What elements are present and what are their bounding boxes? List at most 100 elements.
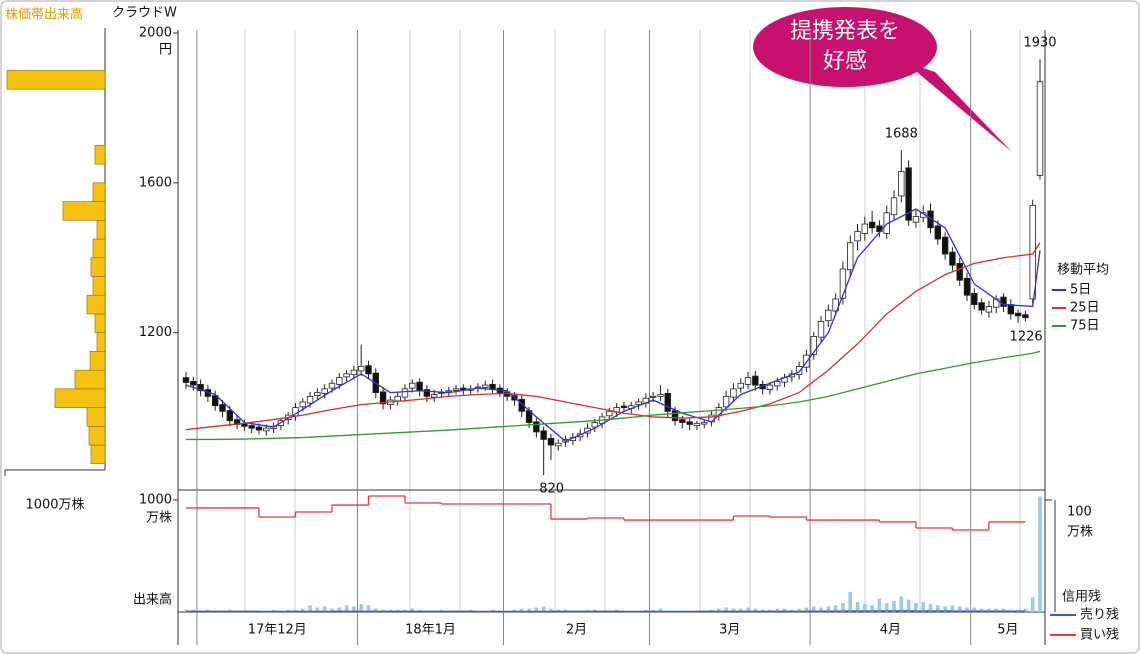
histogram-bar [94,313,106,333]
chart-title: クラウドW [112,6,177,21]
candle-body [248,425,255,429]
candle-body [263,427,270,432]
histogram-bar [92,276,106,296]
volume-bar [359,604,363,612]
volume-bar [1023,608,1028,612]
volume-bar [724,607,728,612]
candle-body [810,336,817,355]
candle-body [460,387,467,391]
volume-bar [870,605,874,612]
candle-body [825,309,832,322]
candle-body [445,390,452,393]
ma-legend-title: 移動平均 [1057,263,1109,278]
candle-body [547,437,555,446]
candle-body [949,251,956,266]
annotation: 1688 [885,126,918,141]
volume-bar [366,605,371,612]
volume-bar [1038,496,1042,612]
volume-bar [804,607,809,612]
candle-body [635,401,642,405]
volume-title: 出来高 [133,592,172,608]
ma-line [185,242,1041,431]
candle-body [482,384,489,388]
histogram-bar [96,219,106,240]
volume-unit: 万株 [1067,525,1093,540]
candle-body [379,391,387,405]
candle-body [657,394,664,397]
volume-bar [833,605,838,612]
histogram-bar [94,145,106,165]
candle-body [693,422,701,426]
volume-bar [373,608,378,612]
decor-grid [244,30,1021,612]
candle-body [518,398,525,412]
x-tick-label: 18年1月 [405,623,456,638]
volume-bar [322,606,327,612]
candle-body [934,225,942,240]
callout-text: 提携発表を [790,19,900,44]
candle-body [766,384,774,391]
volume-bar [300,608,305,612]
candle-body [868,221,876,229]
volume-bar [527,608,531,612]
histogram-bar [92,238,106,259]
candle-body [452,388,460,391]
ma-line [186,350,1041,441]
candle-body [912,216,920,223]
candle-body [963,277,971,296]
volume-bar [884,603,889,612]
x-tick-label: 5月 [997,623,1018,638]
annotation: 820 [539,482,564,497]
x-tick-label: 17年12月 [248,623,307,638]
candle-body [905,167,912,221]
candle-body [752,375,759,386]
volume-bar [863,604,867,612]
volume-bar [337,607,342,612]
candle-body [898,171,905,197]
volume-bar [746,607,750,612]
histogram-bar [90,257,106,277]
candle-body [620,405,628,408]
candle-body [774,380,781,387]
volume-bar [819,607,823,612]
candle-body [744,377,752,385]
candle-body [533,421,540,433]
volume-bar [753,608,758,612]
volume-bar [315,607,320,612]
x-tick-label: 4月 [880,623,901,638]
candle-body [956,262,963,281]
histogram-bar [96,332,106,352]
margin-unit: 万株 [146,511,172,526]
candle-body [321,388,328,394]
histogram-title: 株価帯出来高 [5,7,83,23]
candle-body [890,197,898,216]
candle-body [1000,296,1007,307]
candle-body [299,401,306,408]
volume-bar [921,601,926,612]
y-tick-label: 1200 [139,325,172,340]
candle-body [336,377,343,385]
volume-bar [848,591,853,612]
callout-text: 好感 [823,49,867,74]
volume-bar [775,608,780,612]
volume-bar [965,607,969,612]
candle-body [606,410,613,417]
candle-body [679,419,686,423]
y-tick-label: 1600 [139,175,172,190]
candle-body [1007,304,1015,315]
candle-body [211,395,219,407]
candle-body [343,373,350,378]
candle-body [701,422,708,425]
volume-bar [811,606,816,612]
volume-bar [1030,597,1035,612]
volume-bar [782,608,787,612]
x-tick-label: 2月 [566,623,587,638]
volume-bar [549,608,553,612]
legend-label: 25日 [1070,301,1100,316]
candle-body [219,404,226,412]
candle-body [927,210,934,229]
candle-body [540,430,547,440]
volume-bar [410,608,415,612]
candle-body [847,242,854,271]
